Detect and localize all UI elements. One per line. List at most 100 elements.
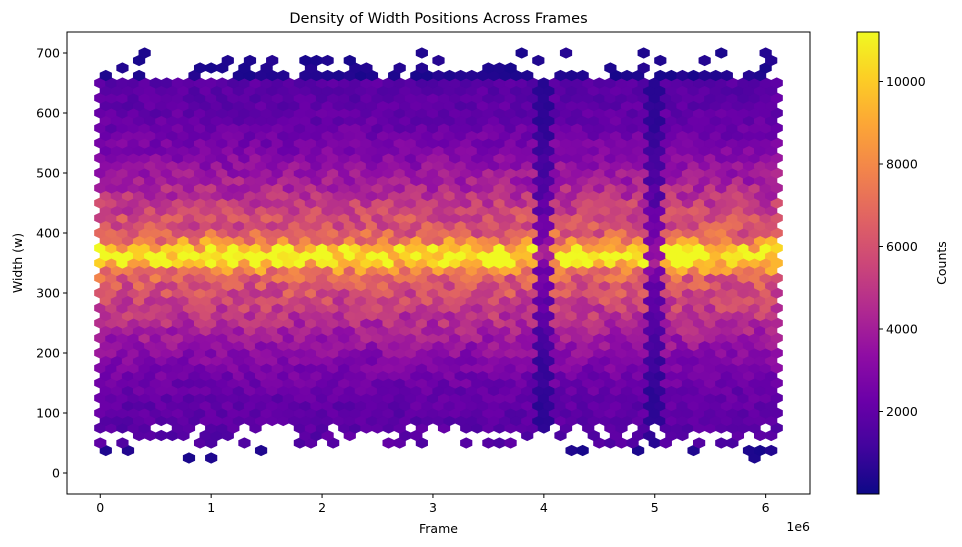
hex-cell xyxy=(399,174,412,187)
hex-cell xyxy=(543,264,556,277)
hex-cell xyxy=(765,159,778,172)
hex-cell xyxy=(426,362,440,374)
hex-cell xyxy=(565,84,578,97)
hex-cell xyxy=(665,189,678,202)
hex-cell xyxy=(282,212,295,224)
hex-cell xyxy=(327,392,340,404)
hex-cell xyxy=(765,54,778,67)
hex-cell xyxy=(681,257,695,269)
hex-cell xyxy=(94,257,107,269)
hex-cell xyxy=(266,369,279,382)
hex-cell xyxy=(105,317,118,329)
hex-cell xyxy=(205,332,218,344)
hex-cell xyxy=(249,107,262,119)
hex-cell xyxy=(465,144,478,157)
hex-cell xyxy=(626,197,639,209)
hex-cell xyxy=(282,182,295,194)
hex-cell xyxy=(726,272,739,284)
hex-cell xyxy=(238,407,251,419)
hex-cell xyxy=(271,302,284,314)
hex-cell xyxy=(626,152,639,164)
hex-cell xyxy=(476,384,489,397)
hex-cell xyxy=(182,347,196,359)
hex-cell xyxy=(166,294,179,307)
hex-cell xyxy=(526,392,539,404)
hex-cell xyxy=(449,197,462,209)
hex-cell xyxy=(443,189,456,202)
hex-cell xyxy=(460,212,473,224)
hex-cell xyxy=(632,399,645,412)
hex-cell xyxy=(127,392,140,404)
hex-cell xyxy=(210,264,223,277)
hex-cell xyxy=(127,122,140,134)
hex-cell xyxy=(515,257,528,269)
hex-cell xyxy=(288,294,301,307)
hex-cell xyxy=(626,347,639,359)
hex-cell xyxy=(593,197,606,209)
hex-cell xyxy=(548,392,562,404)
hex-cell xyxy=(110,204,123,217)
hex-cell xyxy=(249,302,262,314)
hex-cell xyxy=(177,414,190,427)
hex-cell xyxy=(415,182,428,194)
hex-cell xyxy=(155,129,168,142)
hex-cell xyxy=(293,422,306,434)
hex-cell xyxy=(254,399,268,412)
hex-cell xyxy=(271,392,284,404)
hex-cell xyxy=(349,167,362,179)
hex-cell xyxy=(260,77,273,89)
hex-cell xyxy=(105,422,118,434)
hex-cell xyxy=(443,234,456,247)
hex-cell xyxy=(410,414,423,427)
hex-cell xyxy=(404,77,417,89)
hex-cell xyxy=(687,114,700,127)
hex-cell xyxy=(693,377,706,389)
hex-cell xyxy=(593,107,606,119)
hex-cell xyxy=(415,62,428,74)
hex-cell xyxy=(737,167,750,179)
hex-cell xyxy=(537,182,550,194)
hex-cell xyxy=(754,264,767,277)
hex-cell xyxy=(393,437,406,449)
hex-cell xyxy=(559,47,573,59)
hex-cell xyxy=(232,354,245,367)
hex-cell xyxy=(548,212,562,224)
hex-cell xyxy=(476,279,489,292)
hex-cell xyxy=(765,174,778,187)
hex-cell xyxy=(759,197,772,209)
hex-cell xyxy=(654,174,667,187)
hex-cell xyxy=(243,174,257,187)
hex-cell xyxy=(437,407,451,419)
hex-cell xyxy=(449,302,462,314)
hex-cell xyxy=(759,167,772,179)
hex-cell xyxy=(415,242,428,254)
hex-cell xyxy=(643,279,656,292)
hex-cell xyxy=(288,414,301,427)
hex-cell xyxy=(343,219,356,232)
hex-cell xyxy=(559,272,573,284)
hex-cell xyxy=(482,317,495,329)
hex-cell xyxy=(160,227,173,239)
hex-cell xyxy=(249,407,262,419)
hex-cell xyxy=(698,414,711,427)
hex-cell xyxy=(199,159,212,172)
hex-cell xyxy=(149,272,162,284)
hex-cell xyxy=(471,197,484,209)
hex-cell xyxy=(521,204,534,217)
hex-cell xyxy=(332,174,345,187)
hex-cell xyxy=(537,212,550,224)
hex-cell xyxy=(177,219,190,232)
hex-cell xyxy=(232,129,245,142)
hex-cell xyxy=(498,114,512,127)
hex-cell xyxy=(487,189,501,202)
hex-cell xyxy=(554,159,567,172)
hex-cell xyxy=(709,159,722,172)
hex-cell xyxy=(271,227,284,239)
hex-cell xyxy=(177,264,190,277)
hex-cell xyxy=(221,369,234,382)
hex-cell xyxy=(121,189,135,202)
hex-cell xyxy=(648,317,661,329)
hex-cell xyxy=(343,324,356,337)
hex-cell xyxy=(537,152,550,164)
hex-cell xyxy=(687,84,700,97)
